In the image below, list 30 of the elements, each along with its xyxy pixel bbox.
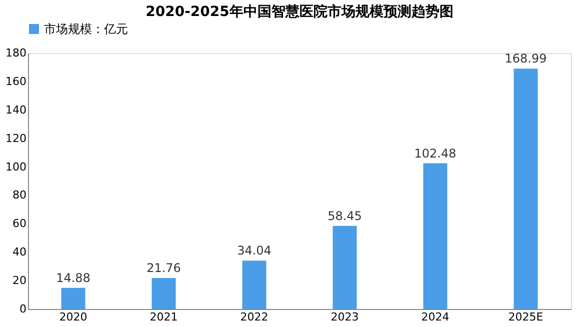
data-label: 21.76 xyxy=(146,261,181,276)
x-tick-label: 2024 xyxy=(421,310,450,324)
y-tick-label: 120 xyxy=(6,132,26,145)
data-label: 102.48 xyxy=(414,146,456,160)
bar xyxy=(61,288,86,309)
data-label: 34.04 xyxy=(237,244,272,258)
y-tick-label: 80 xyxy=(12,188,26,202)
y-tick-label: 140 xyxy=(6,103,26,116)
data-label: 14.88 xyxy=(56,270,90,285)
bar xyxy=(152,278,176,309)
chart-title: 2020-2025年中国智慧医院市场规模预测趋势图 xyxy=(146,3,454,20)
x-tick-label: 2023 xyxy=(330,310,359,324)
bar xyxy=(332,226,357,309)
x-tick-label: 2022 xyxy=(240,310,268,324)
x-tick-label: 2025E xyxy=(508,310,544,324)
y-tick-label: 40 xyxy=(12,246,26,259)
data-label: 58.45 xyxy=(328,208,362,223)
y-tick-label: 180 xyxy=(6,46,26,60)
data-label: 168.99 xyxy=(504,52,547,66)
x-tick-label: 2020 xyxy=(59,310,88,324)
bar xyxy=(242,260,266,309)
x-tick-label: 2021 xyxy=(150,310,178,324)
y-tick-label: 160 xyxy=(6,74,26,88)
y-tick-label: 60 xyxy=(12,217,26,230)
y-tick-label: 20 xyxy=(12,274,26,288)
y-tick-label: 0 xyxy=(20,302,26,316)
bar xyxy=(514,68,538,309)
bar xyxy=(423,163,448,309)
y-tick-label: 100 xyxy=(6,160,26,174)
legend-label: 市场规模：亿元 xyxy=(44,22,128,36)
